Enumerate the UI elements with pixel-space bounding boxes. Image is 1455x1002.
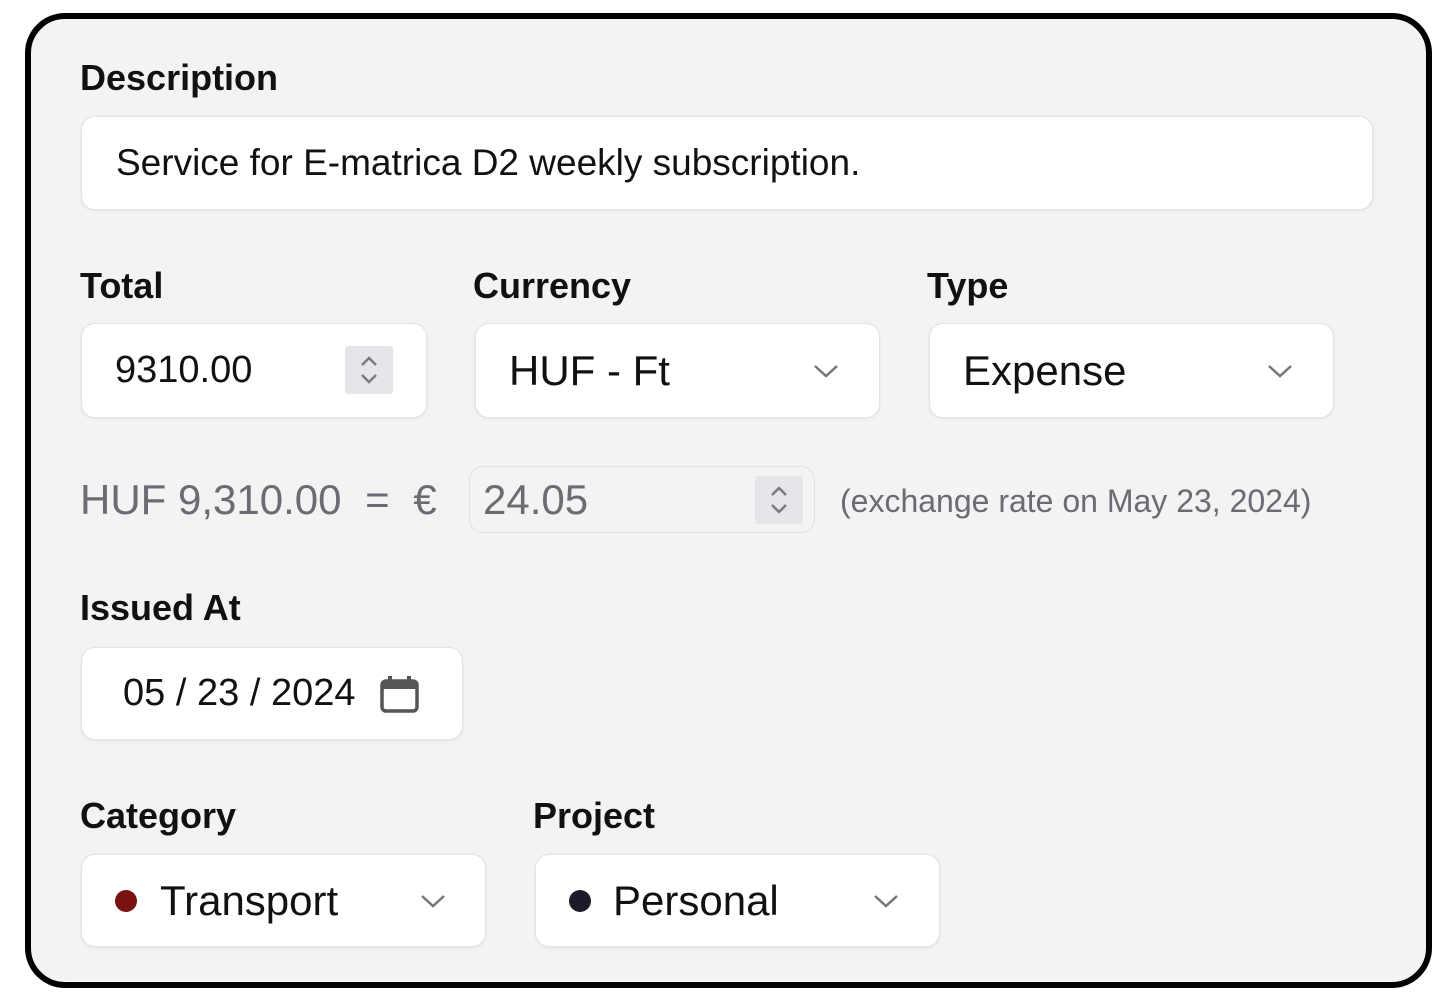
- date-year[interactable]: 2024: [270, 672, 356, 714]
- date-value: 05 / 23 / 2024: [123, 672, 355, 715]
- total-value: 9310.00: [115, 349, 253, 391]
- type-value: Expense: [963, 346, 1127, 394]
- category-label: Category: [80, 795, 237, 836]
- category-select[interactable]: Transport: [81, 854, 486, 947]
- converted-amount-input[interactable]: 24.05: [469, 466, 815, 533]
- description-value: Service for E-matrica D2 weekly subscrip…: [116, 142, 861, 183]
- chevron-down-icon: [1268, 365, 1292, 378]
- chevron-down-icon: [421, 895, 445, 908]
- description-label: Description: [80, 57, 279, 98]
- category-value: Transport: [160, 876, 339, 924]
- category-color-dot: [115, 890, 137, 912]
- chevron-down-icon: [874, 895, 898, 908]
- calendar-icon[interactable]: [380, 674, 420, 714]
- chevron-down-icon: [814, 365, 838, 378]
- up-down-arrows-icon: [361, 356, 377, 384]
- currency-label: Currency: [473, 265, 632, 306]
- description-input[interactable]: Service for E-matrica D2 weekly subscrip…: [81, 116, 1373, 210]
- type-select[interactable]: Expense: [929, 323, 1334, 418]
- project-color-dot: [569, 890, 591, 912]
- equals-sign: =: [365, 476, 390, 523]
- currency-select[interactable]: HUF - Ft: [475, 323, 880, 418]
- total-label: Total: [80, 265, 164, 306]
- converted-value: 24.05: [483, 475, 589, 523]
- project-label: Project: [533, 795, 656, 836]
- issued-at-label: Issued At: [80, 587, 241, 628]
- project-value: Personal: [613, 876, 779, 924]
- type-label: Type: [927, 265, 1009, 306]
- currency-value: HUF - Ft: [509, 346, 670, 394]
- euro-symbol: €: [413, 476, 437, 523]
- date-separator: /: [249, 672, 261, 714]
- source-amount: HUF 9,310.00: [80, 476, 342, 523]
- date-day[interactable]: 23: [196, 672, 240, 714]
- issued-at-date-input[interactable]: 05 / 23 / 2024: [81, 647, 463, 740]
- total-stepper[interactable]: [345, 346, 393, 394]
- date-month[interactable]: 05: [123, 672, 166, 714]
- conversion-source: HUF 9,310.00 = €: [80, 476, 437, 524]
- up-down-arrows-icon: [771, 486, 787, 514]
- exchange-rate-note: (exchange rate on May 23, 2024): [840, 483, 1312, 519]
- converted-stepper[interactable]: [755, 476, 803, 524]
- date-separator: /: [175, 672, 187, 714]
- project-select[interactable]: Personal: [535, 854, 940, 947]
- total-input[interactable]: 9310.00: [81, 323, 427, 418]
